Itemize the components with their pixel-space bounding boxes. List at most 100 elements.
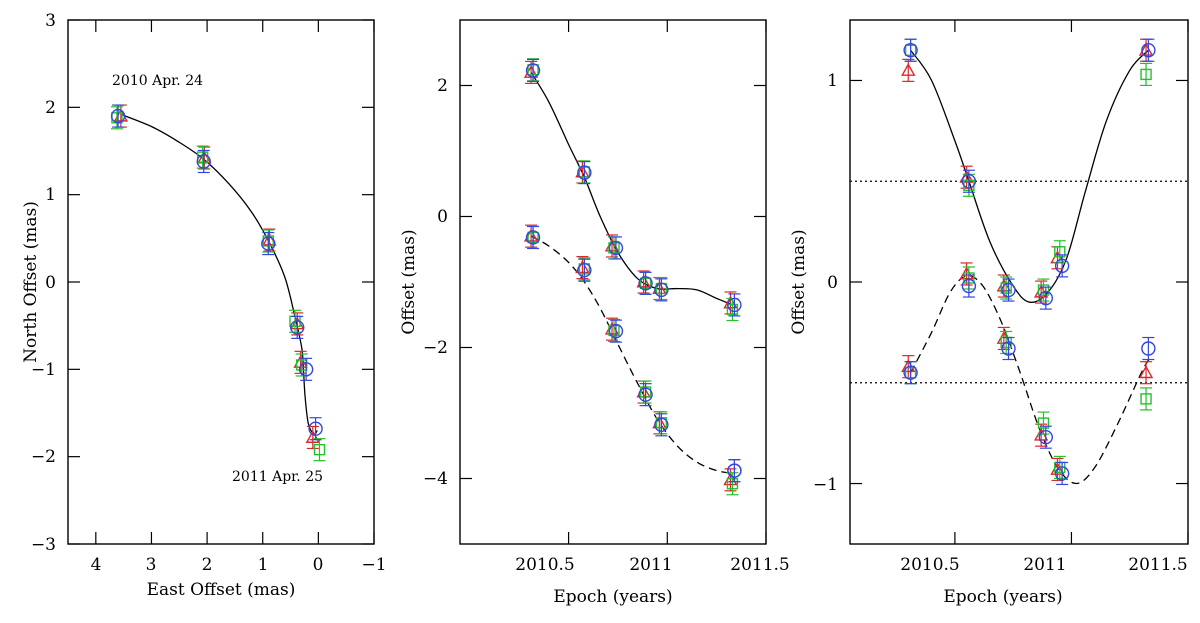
circle-marker-33	[1038, 425, 1054, 449]
circle-mark	[961, 278, 977, 294]
circle-marker-27	[1038, 286, 1054, 310]
circle-marker-28	[654, 278, 669, 302]
circle-marker-33	[638, 383, 653, 407]
p2-fit-solid	[530, 72, 733, 306]
circle-marker-24	[903, 38, 918, 62]
square-mark	[726, 478, 739, 490]
square-marker-14	[1000, 276, 1013, 300]
p2-xtick-0: 2010.5	[515, 555, 574, 575]
p1-ytick-0: −3	[31, 535, 56, 555]
panel-1-frame	[67, 19, 375, 545]
circle-mark	[638, 387, 653, 402]
square-mark	[1037, 417, 1050, 429]
circle-marker-12	[110, 104, 126, 128]
triangle-marker-0	[901, 58, 916, 82]
p3-fit-dashed	[910, 275, 1152, 485]
p1-ytick-4: 1	[45, 185, 56, 205]
panel-2-ytick-labels: −4 −2 0 2	[423, 76, 448, 489]
panel-3-frame	[849, 19, 1189, 545]
panel-3-ytick-labels: −1 0 1	[813, 71, 838, 495]
p3-ylabel: Offset (mas)	[789, 229, 809, 334]
panel-3-marks	[901, 38, 1156, 486]
circle-mark	[1054, 258, 1070, 274]
square-mark	[1000, 282, 1012, 294]
p2-ytick-3: 2	[437, 76, 448, 96]
circle-marker-30	[525, 225, 541, 250]
p3-ytick-0: −1	[813, 475, 838, 495]
p3-xtick-2: 2011.5	[1128, 555, 1187, 575]
circle-marker-25	[577, 161, 592, 185]
circle-mark	[1141, 341, 1156, 356]
p1-ytick-3: 0	[45, 273, 56, 293]
square-mark	[1140, 393, 1152, 405]
p1-xtick-2: 2	[202, 555, 213, 575]
circle-marker-17	[308, 417, 323, 441]
circle-mark	[608, 240, 624, 256]
panel-1-marks	[110, 104, 326, 462]
circle-marker-27	[638, 271, 653, 295]
circle-mark	[1141, 43, 1156, 58]
panel-2-marks	[523, 58, 742, 496]
circle-mark	[727, 297, 742, 313]
p3-fit-solid	[910, 49, 1149, 304]
triangle-marker-7	[959, 262, 974, 286]
p2-xlabel: Epoch (years)	[553, 587, 672, 607]
circle-marker-30	[903, 361, 918, 385]
circle-mark	[1001, 341, 1016, 356]
circle-marker-26	[608, 236, 624, 260]
p2-ytick-1: −2	[423, 338, 448, 358]
circle-marker-34	[1054, 461, 1070, 486]
p1-ytick-5: 2	[45, 98, 56, 118]
circle-mark	[727, 463, 742, 478]
triangle-marker-11	[1138, 361, 1154, 385]
circle-marker-25	[961, 169, 977, 193]
triangle-mark	[723, 295, 738, 309]
circle-mark	[577, 165, 592, 180]
circle-mark	[961, 174, 977, 189]
p1-xtick-3: 1	[258, 555, 269, 575]
p1-ytick-1: −2	[31, 447, 56, 467]
panel-3-xtick-labels: 2010.5 2011 2011.5	[900, 555, 1187, 575]
circle-mark	[654, 417, 669, 432]
triangle-mark	[901, 62, 916, 76]
p1-ytick-6: 3	[45, 11, 56, 31]
circle-mark	[608, 323, 624, 339]
p1-xtick-1: 3	[146, 555, 157, 575]
p1-annotation-start: 2010 Apr. 24	[112, 73, 203, 89]
circle-mark	[1001, 282, 1016, 298]
square-marker-17	[1140, 62, 1153, 87]
p1-xtick-0: 4	[91, 555, 102, 575]
panel-2: 2010.5 2011 2011.5 −4 −2 0 2 Epoch (year…	[399, 19, 790, 607]
panel-2-xtick-labels: 2010.5 2011 2011.5	[515, 555, 789, 575]
panel-2-frame	[459, 19, 767, 545]
p3-xtick-0: 2010.5	[900, 555, 959, 575]
circle-mark	[261, 236, 276, 251]
circle-mark	[903, 365, 918, 380]
p3-xtick-1: 2011	[1023, 555, 1066, 575]
panel-1-ytick-labels: −3 −2 −1 0 1 2 3	[31, 11, 56, 555]
square-mark	[313, 443, 326, 456]
p3-ytick-2: 1	[827, 71, 838, 91]
circle-mark	[298, 362, 314, 377]
p2-ylabel: Offset (mas)	[399, 229, 419, 334]
circle-marker-31	[961, 274, 977, 298]
circle-mark	[638, 276, 653, 291]
square-mark	[726, 303, 739, 316]
circle-marker-31	[577, 258, 592, 282]
square-mark	[1054, 246, 1066, 258]
p2-xtick-1: 2011	[629, 555, 672, 575]
p1-xtick-5: −1	[361, 555, 386, 575]
circle-mark	[290, 320, 305, 335]
square-marker-23	[1140, 387, 1153, 411]
circle-marker-16	[298, 357, 314, 381]
circle-mark	[903, 43, 918, 58]
triangle-mark	[1138, 42, 1154, 56]
p1-xtick-4: 0	[313, 555, 324, 575]
circle-marker-15	[290, 315, 305, 340]
square-mark	[1140, 68, 1152, 81]
circle-marker-35	[1141, 336, 1156, 361]
p2-fit-dashed	[530, 235, 733, 474]
p1-annotation-end: 2011 Apr. 25	[232, 469, 323, 485]
panel-1-xtick-labels: 4 3 2 1 0 −1	[91, 555, 387, 575]
panel-1: 4 3 2 1 0 −1 −3 −2 −1 0 1 2 3 East Offse…	[21, 11, 387, 600]
